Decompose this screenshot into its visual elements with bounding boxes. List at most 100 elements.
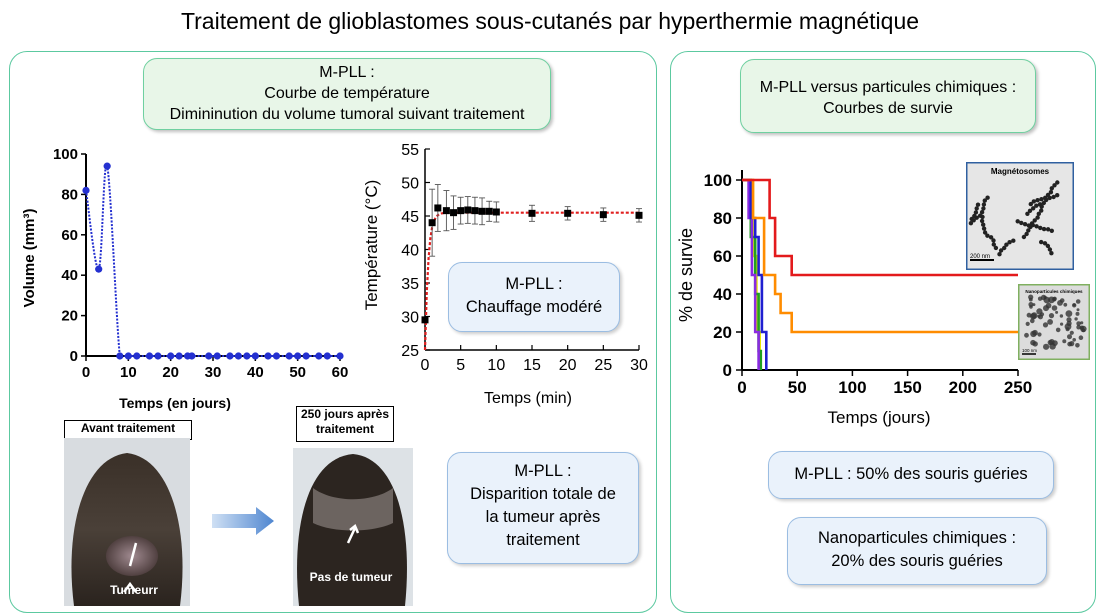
- magnetosomes-title: Magnétosomes: [991, 167, 1050, 176]
- nanoparticle-grain: [1037, 314, 1041, 318]
- disappearance-line4: traitement: [506, 531, 580, 549]
- nanoparticle-grain: [1065, 310, 1073, 317]
- magnetosome-particle: [1024, 231, 1029, 237]
- survival-y-tick-label: 0: [723, 361, 732, 380]
- magnetosome-particle: [1043, 195, 1048, 200]
- magnetosome-particle: [993, 245, 999, 251]
- magnetosome-particle: [985, 195, 990, 200]
- magnetosome-particle: [997, 252, 1002, 257]
- volume-y-tick-label: 80: [61, 186, 78, 203]
- survival-y-tick-label: 80: [713, 209, 732, 228]
- temperature-y-tick-label: 55: [401, 142, 419, 159]
- survival-x-label: Temps (jours): [828, 408, 931, 427]
- temperature-point: [442, 207, 450, 215]
- magnetosome-particle: [1036, 211, 1041, 216]
- magnetosome-particle: [1051, 194, 1056, 200]
- nanoparticle-grain: [1032, 341, 1038, 347]
- nanoparticle-grain: [1047, 339, 1053, 346]
- volume-point: [213, 352, 221, 360]
- magnetosome-particle: [1035, 198, 1040, 203]
- magnetosome-particle: [969, 216, 974, 222]
- survival-y-tick-label: 60: [713, 247, 732, 266]
- temperature-point: [464, 206, 472, 214]
- volume-point: [167, 352, 175, 360]
- volume-point: [234, 352, 242, 360]
- magnetosome-particle: [1041, 200, 1046, 206]
- nanoparticle-grain: [1048, 313, 1055, 319]
- magnetosome-particle: [1049, 186, 1054, 191]
- mpll-result-text: M-PLL : 50% des souris guéries: [794, 465, 1028, 483]
- nanoparticle-grain: [1057, 300, 1063, 306]
- nanoparticle-grain: [1074, 317, 1078, 321]
- volume-point: [264, 352, 272, 360]
- after-caption-line2: traitement: [315, 422, 374, 436]
- magnetosome-particle: [1015, 219, 1020, 224]
- heating-line1: M-PLL :: [505, 275, 563, 293]
- volume-x-tick-label: 60: [332, 364, 349, 381]
- magnetosome-particle: [1048, 190, 1054, 195]
- no-tumor-arrow-icon: [346, 527, 357, 544]
- volume-x-tick-label: 30: [205, 364, 222, 381]
- nanoparticle-grain: [1069, 330, 1074, 335]
- volume-y-tick-label: 60: [61, 227, 78, 244]
- tumor-arrow-icon: [128, 542, 138, 567]
- nanoparticle-grain: [1078, 335, 1084, 340]
- survival-y-tick-label: 100: [704, 171, 732, 190]
- temperature-x-tick-label: 0: [421, 357, 430, 374]
- magnetosome-particle: [1041, 226, 1047, 232]
- magnetosome-particle: [1039, 208, 1044, 213]
- volume-point: [116, 352, 124, 360]
- temperature-point: [485, 207, 493, 215]
- nanoparticle-grain: [1059, 314, 1064, 318]
- survival-x-tick-label: 0: [737, 378, 746, 397]
- temperature-point: [564, 209, 572, 217]
- survival-y-tick-label: 40: [713, 285, 732, 304]
- volume-point: [188, 352, 196, 360]
- heating-line2: Chauffage modéré: [465, 298, 603, 316]
- magnetosome-particle: [1039, 204, 1044, 209]
- temperature-point: [434, 204, 442, 212]
- temperature-point: [450, 209, 458, 217]
- chemical-result-box: Nanoparticules chimiques : 20% des souri…: [787, 517, 1047, 585]
- volume-point: [315, 352, 323, 360]
- temperature-x-tick-label: 20: [559, 357, 577, 374]
- magnetosome-particle: [1019, 220, 1024, 226]
- disappearance-line3: la tumeur après: [485, 508, 601, 526]
- survival-x-tick-label: 250: [1004, 378, 1032, 397]
- survival-x-tick-label: 150: [893, 378, 921, 397]
- left-summary-line3: Dimininution du volume tumoral suivant t…: [169, 106, 525, 123]
- volume-point: [154, 352, 162, 360]
- magnetosome-particle: [1032, 218, 1037, 223]
- volume-point: [226, 352, 234, 360]
- nanoparticle-grain: [1072, 338, 1076, 342]
- nanoparticle-grain: [1072, 303, 1077, 308]
- survival-x-tick-label: 50: [788, 378, 807, 397]
- temperature-point: [428, 219, 436, 227]
- nanoparticle-grain: [1029, 305, 1033, 309]
- nanoparticle-grain: [1076, 321, 1081, 326]
- temperature-point: [421, 316, 429, 324]
- magnetosome-particle: [981, 222, 986, 227]
- after-caption: 250 jours après traitement: [296, 406, 394, 442]
- volume-point: [145, 352, 154, 360]
- volume-point: [124, 352, 132, 360]
- magnetosome-particle: [1028, 224, 1033, 230]
- magnetosome-particle: [1007, 240, 1012, 245]
- right-summary-line2: Courbes de survie: [823, 100, 953, 117]
- nanoparticle-grain: [1043, 343, 1050, 350]
- magnetosome-particle: [991, 238, 996, 243]
- volume-point: [243, 352, 251, 360]
- temperature-y-tick-label: 35: [401, 276, 419, 293]
- nanoparticle-grain: [1062, 339, 1067, 344]
- transition-arrow-icon: [212, 507, 274, 535]
- nanoparticles-title: Nanoparticules chimiques: [1025, 289, 1083, 294]
- temperature-y-tick-label: 45: [401, 209, 419, 226]
- volume-point: [302, 352, 310, 360]
- nanoparticle-grain: [1075, 299, 1081, 304]
- temperature-x-tick-label: 5: [456, 357, 465, 374]
- nanoparticle-grain: [1030, 318, 1035, 324]
- nanoparticle-grain: [1024, 332, 1029, 338]
- magnetosome-particle: [1034, 224, 1039, 229]
- left-summary-line1: M-PLL :: [319, 64, 375, 81]
- magnetosome-particle: [1031, 199, 1036, 204]
